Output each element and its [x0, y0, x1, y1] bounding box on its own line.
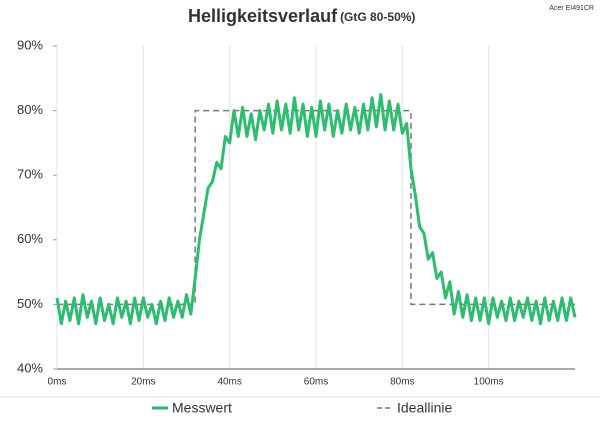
x-tick-label: 60ms: [304, 377, 328, 388]
measured-line: [55, 92, 577, 326]
x-tick-label: 20ms: [131, 377, 155, 388]
y-tick-label: 80%: [17, 102, 43, 117]
x-tick-label: 0ms: [48, 377, 67, 388]
chart-title: Helligkeitsverlauf: [188, 6, 338, 26]
y-tick-label: 70%: [17, 167, 43, 182]
y-tick-label: 40%: [17, 360, 43, 375]
x-tick-label: 80ms: [390, 377, 414, 388]
y-tick-label: 90%: [17, 37, 43, 52]
note: Acer EI491CR: [549, 5, 594, 12]
x-tick-label: 100ms: [474, 377, 504, 388]
y-tick-label: 50%: [17, 296, 43, 311]
legend-label: Messwert: [172, 400, 232, 416]
chart-subtitle: (GtG 80-50%): [340, 10, 415, 24]
legend-label: Ideallinie: [397, 400, 452, 416]
y-tick-label: 60%: [17, 231, 43, 246]
x-tick-label: 40ms: [217, 377, 241, 388]
